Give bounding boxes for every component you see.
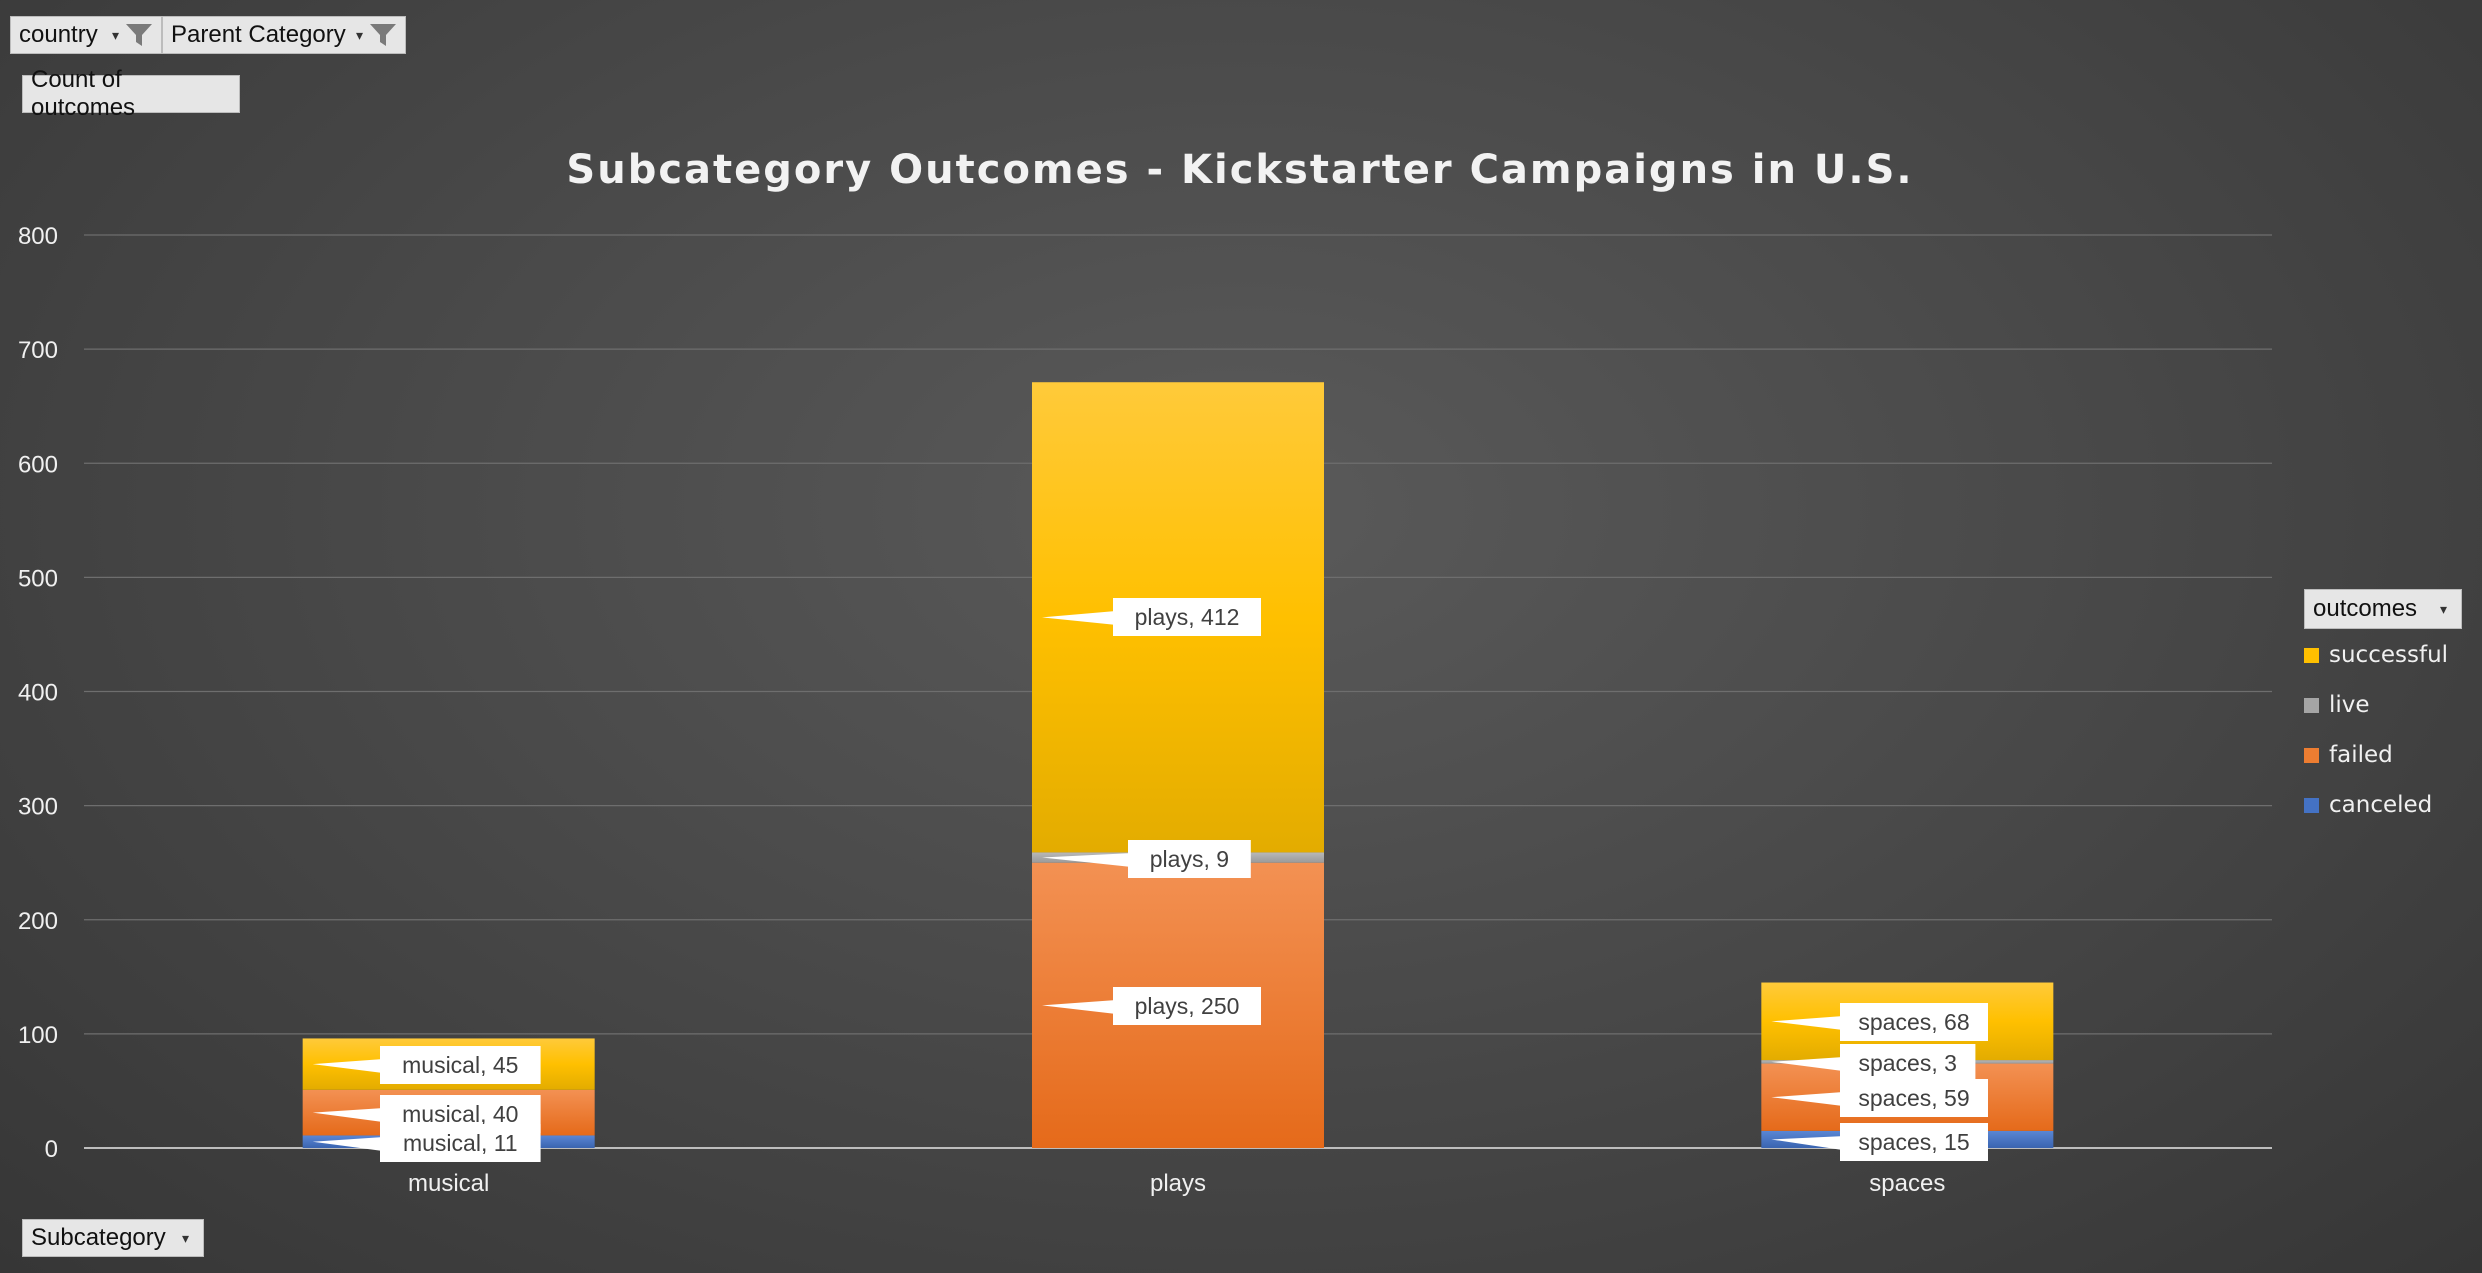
- y-tick-label: 700: [18, 337, 58, 364]
- legend-item-successful: successful: [2304, 630, 2448, 680]
- data-label: plays, 412: [1135, 604, 1240, 630]
- legend-label: canceled: [2329, 792, 2433, 818]
- y-tick-label: 500: [18, 565, 58, 592]
- legend-label: live: [2329, 692, 2370, 718]
- x-tick-label: musical: [408, 1170, 489, 1197]
- y-tick-label: 200: [18, 908, 58, 935]
- legend-label: successful: [2329, 642, 2449, 668]
- x-tick-label: spaces: [1869, 1170, 1945, 1197]
- y-tick-label: 600: [18, 451, 58, 478]
- values-field-button[interactable]: Count of outcomes: [22, 66, 240, 121]
- y-tick-label: 0: [45, 1136, 58, 1163]
- data-label-box: [1113, 987, 1261, 1025]
- x-tick-label: plays: [1150, 1170, 1206, 1197]
- filter-icon: [369, 22, 397, 48]
- legend-swatch: [2304, 747, 2319, 763]
- dropdown-arrow-icon: ▾: [111, 26, 119, 43]
- data-label: spaces, 68: [1858, 1009, 1969, 1035]
- data-label-pointer: [312, 1059, 380, 1073]
- data-label: musical, 45: [402, 1052, 518, 1078]
- filter-icon: [125, 22, 153, 48]
- data-label: musical, 11: [403, 1130, 518, 1156]
- country-filter-button[interactable]: country ▾: [10, 16, 162, 54]
- country-filter-label: country: [19, 21, 98, 48]
- legend-swatch: [2304, 647, 2319, 663]
- subcategory-axis-label: Subcategory: [31, 1224, 166, 1251]
- data-label-pointer: [1042, 611, 1113, 625]
- parent-category-filter-label: Parent Category: [171, 21, 346, 48]
- data-label-box: [1840, 1044, 1976, 1082]
- chart-legend: successful live failed canceled: [2304, 630, 2448, 830]
- data-label-pointer: [1771, 1016, 1840, 1030]
- data-label: plays, 9: [1150, 846, 1229, 872]
- legend-item-live: live: [2304, 680, 2448, 730]
- legend-label: failed: [2329, 742, 2393, 768]
- y-tick-label: 400: [18, 680, 58, 707]
- data-label-pointer: [1771, 1136, 1840, 1150]
- legend-swatch: [2304, 697, 2319, 713]
- data-label-box: [1840, 1003, 1988, 1041]
- dropdown-arrow-icon: ▾: [2439, 600, 2447, 617]
- data-label-pointer: [1771, 1057, 1840, 1071]
- dropdown-arrow-icon: ▾: [355, 26, 363, 43]
- chart-title: Subcategory Outcomes - Kickstarter Campa…: [566, 147, 1913, 193]
- data-label-pointer: [1771, 1092, 1840, 1106]
- data-label-box: [380, 1124, 541, 1162]
- subcategory-axis-button[interactable]: Subcategory ▾: [22, 1219, 204, 1257]
- legend-swatch: [2304, 797, 2319, 813]
- parent-category-filter-button[interactable]: Parent Category ▾: [162, 16, 406, 54]
- y-tick-label: 800: [18, 223, 58, 250]
- outcomes-legend-button[interactable]: outcomes ▾: [2304, 589, 2462, 629]
- values-field-label: Count of outcomes: [31, 66, 136, 121]
- data-label-pointer: [1042, 1000, 1113, 1014]
- legend-item-failed: failed: [2304, 730, 2448, 780]
- data-label: musical, 40: [402, 1101, 518, 1127]
- data-label: spaces, 59: [1858, 1085, 1969, 1111]
- data-label: spaces, 3: [1858, 1050, 1956, 1076]
- legend-item-canceled: canceled: [2304, 780, 2448, 830]
- y-tick-label: 300: [18, 794, 58, 821]
- dropdown-arrow-icon: ▾: [181, 1229, 189, 1246]
- y-tick-label: 100: [18, 1022, 58, 1049]
- data-label-box: [1113, 598, 1261, 636]
- data-label: plays, 250: [1135, 993, 1240, 1019]
- data-label-box: [380, 1046, 541, 1084]
- data-label-pointer: [312, 1137, 380, 1151]
- data-label-box: [1128, 840, 1251, 878]
- data-label: spaces, 15: [1858, 1129, 1969, 1155]
- data-label-box: [1840, 1123, 1988, 1161]
- outcomes-legend-label: outcomes: [2313, 595, 2418, 622]
- data-label-box: [1840, 1079, 1988, 1117]
- data-label-pointer: [1042, 853, 1128, 867]
- data-label-pointer: [312, 1108, 380, 1122]
